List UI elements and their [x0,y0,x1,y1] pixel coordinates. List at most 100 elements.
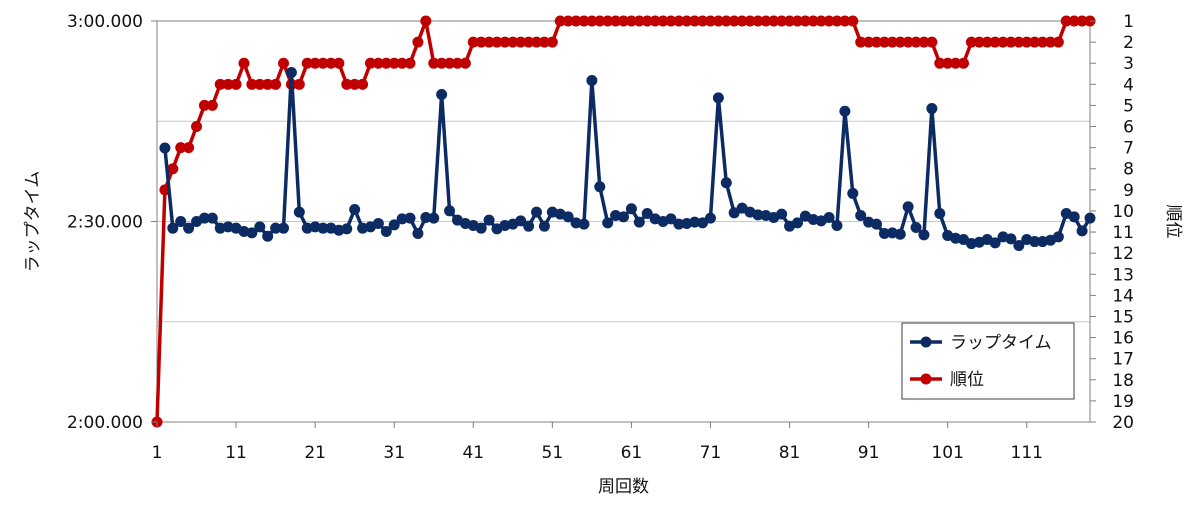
y2-tick-label: 3 [1123,54,1134,74]
data-point [641,15,653,27]
data-point [902,36,914,48]
left-axis-ticks: 3:00.000 2:30.000 2:00.000 [67,12,157,433]
data-point [491,36,503,48]
data-point [206,212,218,224]
data-point [428,57,440,69]
data-point [791,15,803,27]
data-point [704,212,716,224]
data-point [293,206,305,218]
y2-axis-label: 順位 [1163,205,1183,239]
data-point [831,15,843,27]
data-point [531,206,543,218]
data-point [855,209,867,221]
x-tick-label: 31 [383,443,405,463]
data-point [728,207,740,219]
data-point [689,15,701,27]
data-point [752,15,764,27]
data-point [562,15,574,27]
legend-marker [920,336,932,348]
x-tick-label: 21 [304,443,326,463]
x-tick-label: 81 [779,443,801,463]
data-point [317,222,329,234]
data-point [894,228,906,240]
data-point [483,36,495,48]
data-point [720,15,732,27]
data-point [618,15,629,27]
data-point [799,15,811,27]
data-point [183,142,195,154]
data-point [839,105,851,117]
data-point [349,78,361,90]
x-tick-label: 91 [858,443,880,463]
data-point [1005,36,1017,48]
data-point [222,78,234,90]
data-point [760,15,772,27]
data-point [926,36,938,48]
data-point [918,229,930,241]
y2-tick-label: 17 [1112,350,1134,370]
data-point [562,211,574,223]
data-point [1037,36,1049,48]
data-point [167,163,179,175]
data-point [1060,15,1072,27]
data-point [926,103,938,115]
data-point [278,57,290,69]
data-point [523,220,535,232]
y2-tick-label: 14 [1112,286,1134,306]
data-point [784,15,796,27]
data-point [823,211,835,223]
data-point [768,15,780,27]
data-point [206,99,218,111]
data-point [357,78,369,90]
x-tick-label: 61 [621,443,643,463]
data-point [475,36,487,48]
data-point [594,15,606,27]
y2-tick-label: 13 [1112,265,1134,285]
data-point [396,57,408,69]
data-point [981,36,993,48]
data-point [1076,225,1088,237]
data-point [823,15,835,27]
y2-tick-label: 9 [1123,181,1134,201]
data-point [1068,15,1080,27]
data-point [191,121,203,133]
data-point [412,36,424,48]
data-point [515,215,527,227]
data-point [665,213,677,225]
data-point [815,15,827,27]
data-point [791,217,803,229]
data-point [167,222,179,234]
x-axis-label: 周回数 [598,477,649,497]
data-point [278,222,290,234]
data-point [1044,36,1056,48]
data-point [499,36,511,48]
data-point [989,237,1001,249]
data-point [657,15,669,27]
data-point [523,36,535,48]
data-point [950,57,962,69]
data-point [254,221,266,233]
y2-tick-label: 20 [1112,413,1134,433]
x-tick-label: 71 [700,443,722,463]
data-point [728,15,740,27]
data-point [396,213,408,225]
data-point [712,15,724,27]
data-point [720,177,732,189]
data-point [451,57,463,69]
data-point [483,214,495,226]
data-point [910,222,922,234]
data-point [436,89,448,101]
data-point [341,78,353,90]
data-point [246,78,258,90]
data-point [175,142,187,154]
data-point [230,78,242,90]
data-point [262,78,274,90]
data-point [602,217,614,229]
data-point [309,57,321,69]
y2-tick-label: 11 [1112,223,1134,243]
data-point [594,181,606,193]
data-point [325,57,337,69]
data-point [1029,36,1041,48]
series-0 [159,66,1096,252]
data-point [1052,36,1064,48]
